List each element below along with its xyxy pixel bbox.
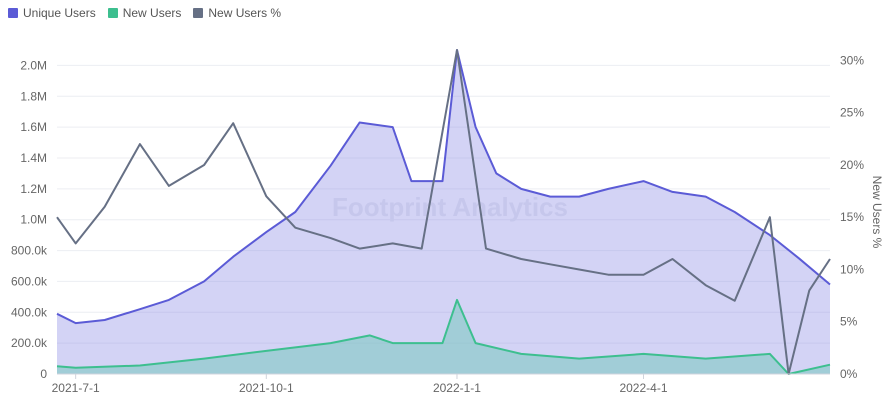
y-left-tick-label: 600.0k xyxy=(11,274,48,288)
y-right-tick-label: 10% xyxy=(840,262,864,276)
chart-legend: Unique Users New Users New Users % xyxy=(8,6,281,20)
y-left-tick-label: 0 xyxy=(40,367,47,381)
legend-label: New Users xyxy=(122,6,182,20)
legend-label: Unique Users xyxy=(23,6,96,20)
series-line-unique-users xyxy=(56,49,831,325)
y-left-tick-label: 1.8M xyxy=(20,89,47,103)
legend-label: New Users % xyxy=(208,6,282,20)
legend-swatch-icon xyxy=(193,8,204,18)
y-right-tick-label: 25% xyxy=(840,106,864,120)
x-tick-label: 2022-4-1 xyxy=(619,381,667,395)
y-right-tick-label: 20% xyxy=(840,158,864,172)
y-right-tick-label: 30% xyxy=(840,53,864,67)
legend-item-unique-users[interactable]: Unique Users xyxy=(8,6,96,20)
series-layer xyxy=(56,49,831,375)
y-left-tick-label: 2.0M xyxy=(20,58,47,72)
y-right-axis-title: New Users % xyxy=(870,176,884,249)
y-right-tick-label: 0% xyxy=(840,367,858,381)
x-tick-label: 2021-10-1 xyxy=(239,381,294,395)
y-left-tick-label: 800.0k xyxy=(11,244,48,258)
series-area-new-users xyxy=(57,299,830,374)
y-left-tick-label: 1.4M xyxy=(20,151,47,165)
y-left-tick-label: 1.6M xyxy=(20,120,47,134)
x-tick-label: 2021-7-1 xyxy=(52,381,100,395)
series-line-new-users-pct xyxy=(56,49,831,375)
y-left-tick-label: 1.0M xyxy=(20,213,47,227)
y-left-tick-label: 200.0k xyxy=(11,336,48,350)
series-line-new-users xyxy=(56,298,831,375)
legend-item-new-users-pct[interactable]: New Users % xyxy=(193,6,281,20)
legend-swatch-icon xyxy=(8,8,18,18)
x-tick-label: 2022-1-1 xyxy=(433,381,481,395)
y-right-tick-label: 5% xyxy=(840,315,858,329)
y-left-tick-label: 1.2M xyxy=(20,182,47,196)
axes: 0 200.0k 400.0k 600.0k 800.0k 1.0M 1.2M 1.4M 1.6… xyxy=(11,53,864,395)
legend-item-new-users[interactable]: New Users xyxy=(107,6,182,20)
legend-swatch-icon xyxy=(107,8,118,18)
watermark: Footprint Analytics xyxy=(332,192,568,222)
y-right-tick-label: 15% xyxy=(840,210,864,224)
y-left-tick-label: 400.0k xyxy=(11,305,48,319)
series-area-unique-users xyxy=(57,50,830,374)
